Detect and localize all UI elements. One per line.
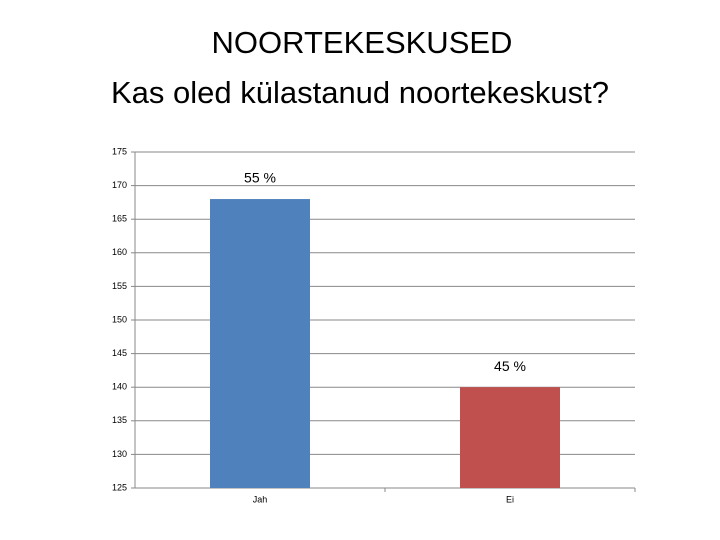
bar [460, 387, 560, 488]
annotation: 45 % [494, 358, 526, 374]
y-tick-label: 145 [112, 348, 127, 358]
x-tick-label: Ei [506, 494, 514, 504]
y-tick-label: 150 [112, 314, 127, 324]
bar [210, 199, 310, 489]
chart-subtitle: Kas oled külastanud noortekeskust? [111, 75, 609, 110]
y-tick-label: 135 [112, 415, 127, 425]
y-tick-label: 160 [112, 247, 127, 257]
y-tick-label: 170 [112, 180, 127, 190]
y-tick-label: 155 [112, 281, 127, 291]
y-tick-label: 130 [112, 449, 127, 459]
y-tick-label: 140 [112, 382, 127, 392]
annotation: 55 % [244, 170, 276, 186]
x-tick-label: Jah [253, 494, 268, 504]
y-tick-label: 175 [112, 146, 127, 156]
y-tick-label: 125 [112, 482, 127, 492]
y-tick-label: 165 [112, 214, 127, 224]
chart-title: NOORTEKESKUSED [212, 25, 513, 60]
